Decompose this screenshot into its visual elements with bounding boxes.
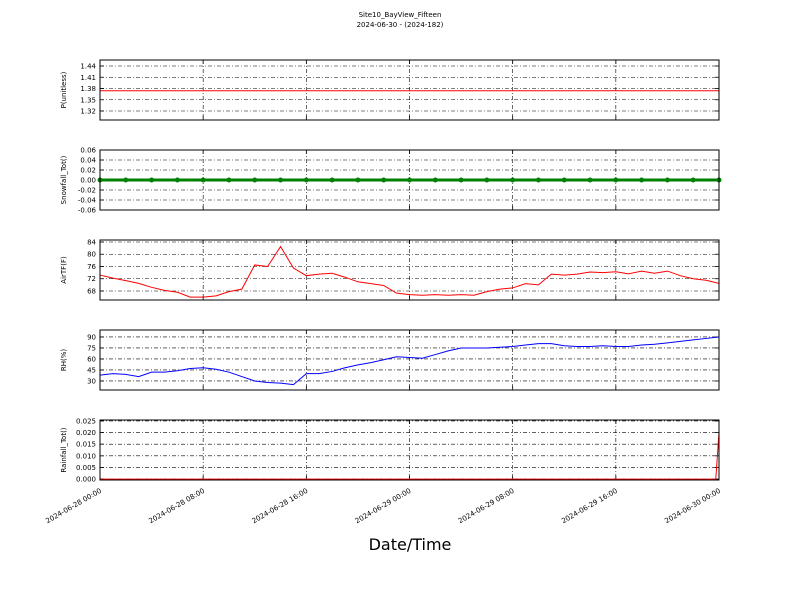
y-axis-label: P(unitless) xyxy=(60,71,68,108)
y-tick-label: 0.000 xyxy=(76,476,96,484)
y-tick-label: 1.32 xyxy=(80,108,96,116)
chart-subtitle: 2024-06-30 - (2024-182) xyxy=(357,21,444,29)
data-point xyxy=(329,177,335,183)
plot-frame xyxy=(99,239,720,301)
plot-frame xyxy=(99,59,720,121)
y-tick-label: 0.025 xyxy=(76,417,96,425)
y-tick-label: 76 xyxy=(87,263,96,271)
y-tick-label: 60 xyxy=(87,355,96,363)
data-point xyxy=(510,177,516,183)
data-point xyxy=(381,177,387,183)
y-tick-label: 75 xyxy=(87,344,96,352)
y-axis-label: Rainfall_Tot() xyxy=(60,427,68,472)
data-point xyxy=(149,177,155,183)
data-point xyxy=(200,177,206,183)
y-tick-label: 45 xyxy=(87,366,96,374)
plot-frame xyxy=(99,419,720,481)
y-tick-label: -0.04 xyxy=(78,197,97,205)
y-tick-label: 0.02 xyxy=(80,167,96,175)
data-point xyxy=(252,177,258,183)
y-tick-label: -0.06 xyxy=(78,207,97,215)
data-point xyxy=(613,177,619,183)
chart-title: Site10_BayView_Fifteen xyxy=(359,11,442,19)
data-point xyxy=(690,177,696,183)
data-point xyxy=(664,177,670,183)
y-tick-label: 0.020 xyxy=(76,429,96,437)
y-axis-label: RH(%) xyxy=(60,349,68,372)
data-point xyxy=(278,177,284,183)
y-tick-label: 1.35 xyxy=(80,96,96,104)
data-point xyxy=(407,177,412,183)
y-tick-label: 30 xyxy=(87,377,96,385)
data-point xyxy=(458,177,464,183)
y-tick-label: 90 xyxy=(87,333,96,341)
y-tick-label: 72 xyxy=(87,275,96,283)
y-tick-label: -0.02 xyxy=(78,187,96,195)
data-point xyxy=(432,177,438,183)
y-axis-label: AirTF(F) xyxy=(60,256,68,284)
data-point xyxy=(587,177,593,183)
y-tick-label: 0.010 xyxy=(76,452,96,460)
y-axis-label: Snowfall_Tot() xyxy=(60,155,68,204)
y-tick-label: 84 xyxy=(87,238,96,246)
y-tick-label: 80 xyxy=(87,251,96,259)
y-tick-label: 0.00 xyxy=(80,177,96,185)
y-tick-label: 0.005 xyxy=(76,464,96,472)
y-tick-label: 0.06 xyxy=(80,147,96,155)
y-tick-label: 0.04 xyxy=(80,157,96,165)
data-point xyxy=(355,177,361,183)
data-line xyxy=(100,432,720,480)
data-point xyxy=(561,177,567,183)
y-tick-label: 1.38 xyxy=(80,85,96,93)
plot-frame xyxy=(99,149,720,211)
data-point xyxy=(303,177,309,183)
y-tick-label: 0.015 xyxy=(76,441,96,449)
y-tick-label: 68 xyxy=(87,287,96,295)
data-point xyxy=(123,177,129,183)
data-point xyxy=(535,177,541,183)
data-point xyxy=(226,177,232,183)
y-tick-label: 1.44 xyxy=(80,63,96,71)
data-line xyxy=(99,336,720,386)
y-tick-label: 1.41 xyxy=(80,74,96,82)
data-point xyxy=(639,177,645,183)
plot-frame xyxy=(99,329,720,391)
data-point xyxy=(484,177,490,183)
x-axis-label: Date/Time xyxy=(369,535,452,554)
data-line xyxy=(99,245,720,298)
data-point xyxy=(174,177,180,183)
